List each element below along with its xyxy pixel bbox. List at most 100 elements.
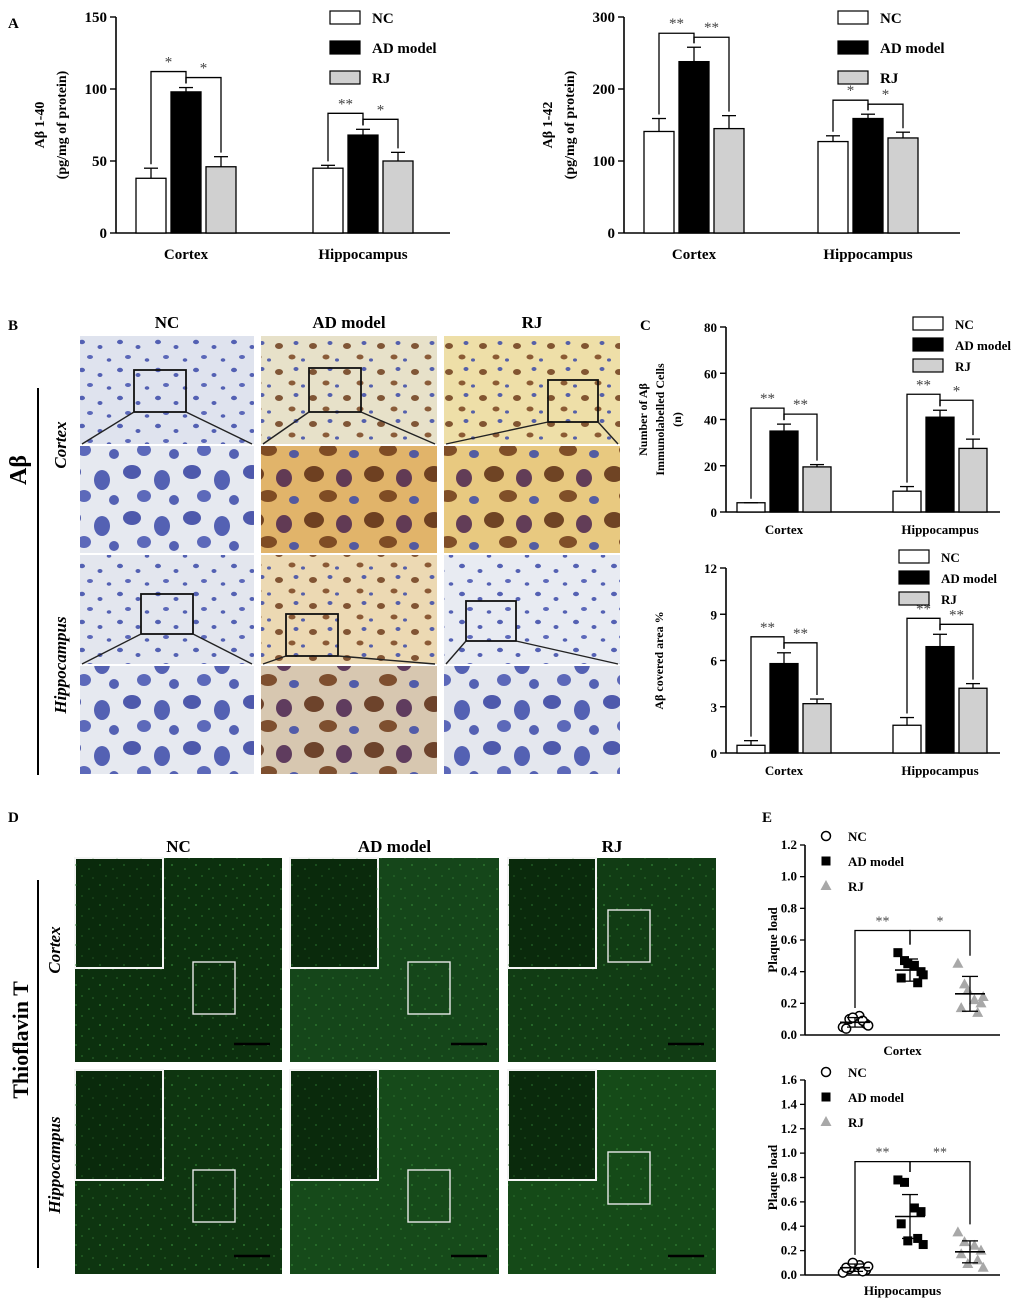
y-axis-label: Number of Aβ bbox=[636, 383, 650, 456]
significance-label: * bbox=[200, 61, 208, 77]
data-point-rj bbox=[977, 991, 989, 1001]
y-tick-label: 1.2 bbox=[781, 1121, 797, 1136]
data-point-nc bbox=[862, 1261, 874, 1272]
significance-bracket bbox=[867, 103, 904, 129]
data-point-ad-model bbox=[909, 1203, 919, 1213]
text-layer: A B C D E NC AD model RJ Aβ Cortex Hippocampus NC AD… bbox=[6, 16, 772, 1268]
y-tick-label: 0.0 bbox=[781, 1267, 797, 1282]
y-tick-label: 6 bbox=[711, 654, 718, 669]
significance-label: ** bbox=[338, 96, 353, 112]
y-axis-label: Plaque load bbox=[765, 1144, 780, 1210]
x-category-label: Hippocampus bbox=[823, 247, 912, 263]
bar-nc bbox=[312, 167, 344, 234]
x-category-label: Hippocampus bbox=[901, 763, 978, 778]
significance-bracket bbox=[939, 623, 974, 680]
y-tick-label: 1.0 bbox=[781, 1145, 797, 1160]
micro-b-column-label: RJ bbox=[522, 313, 543, 332]
legend-swatch-ad bbox=[837, 40, 869, 55]
significance-label: * bbox=[953, 383, 961, 399]
bar-nc bbox=[892, 490, 922, 513]
bar-nc bbox=[643, 130, 675, 234]
data-point-ad-model bbox=[893, 948, 903, 958]
zoom-line bbox=[262, 655, 287, 665]
y-tick-label: 100 bbox=[593, 154, 616, 170]
significance-label: ** bbox=[669, 16, 684, 32]
micro-b-side-label: Aβ bbox=[6, 455, 32, 485]
data-point-ad-model bbox=[821, 1092, 831, 1102]
bar-chart-c1: 0 20 40 60 80 Number of Aβ Immunolabelled Cell… bbox=[636, 316, 1011, 537]
legend-swatch-ad bbox=[912, 337, 944, 352]
y-tick-label: 0.2 bbox=[781, 995, 797, 1010]
data-point-rj bbox=[977, 1261, 989, 1272]
y-tick-label: 12 bbox=[704, 561, 717, 576]
data-point-nc bbox=[840, 1023, 852, 1034]
y-tick-label: 0.8 bbox=[781, 1170, 798, 1185]
zoom-line bbox=[81, 411, 135, 445]
legend-swatch-ad bbox=[898, 570, 930, 585]
inset-texture bbox=[290, 1070, 378, 1180]
legend-swatch-nc bbox=[837, 10, 869, 25]
significance-label: ** bbox=[916, 377, 931, 393]
zoom-box bbox=[407, 961, 451, 1015]
zoom-box bbox=[547, 379, 599, 423]
y-axis-label: (pg/mg of protein) bbox=[55, 70, 70, 179]
x-category-label: Hippocampus bbox=[901, 522, 978, 537]
x-category-label: Cortex bbox=[672, 247, 717, 263]
bar-rj bbox=[713, 127, 745, 234]
y-axis-label: (n) bbox=[670, 412, 684, 427]
bar-ad-model bbox=[769, 662, 799, 754]
bar-rj bbox=[205, 166, 237, 234]
zoom-box bbox=[308, 367, 362, 413]
data-point-rj bbox=[972, 1254, 984, 1265]
legend-label-nc: NC bbox=[848, 1065, 867, 1080]
zoom-line bbox=[262, 411, 310, 445]
micrograph-b-texture bbox=[444, 336, 620, 444]
legend-label-nc: NC bbox=[941, 550, 960, 565]
y-tick-label: 0 bbox=[608, 226, 616, 242]
data-point-nc bbox=[820, 830, 832, 842]
legend-label-nc: NC bbox=[955, 317, 974, 332]
micrograph-b-texture bbox=[80, 336, 254, 444]
legend-swatch-nc bbox=[898, 549, 930, 564]
significance-bracket bbox=[185, 76, 222, 153]
zoom-box bbox=[465, 600, 517, 642]
legend-label-rj: RJ bbox=[372, 71, 391, 87]
micro-b-row-label: Hippocampus bbox=[51, 616, 70, 715]
inset-texture bbox=[508, 1070, 596, 1180]
micro-d-side-label: Thioflavin T bbox=[8, 981, 33, 1099]
y-tick-label: 40 bbox=[704, 413, 717, 428]
data-point-nc bbox=[820, 1066, 832, 1078]
y-tick-label: 1.4 bbox=[781, 1096, 798, 1111]
y-tick-label: 0.4 bbox=[781, 1218, 798, 1233]
bar-rj bbox=[958, 687, 988, 754]
y-axis-label: Immunolabelled Cells bbox=[653, 363, 667, 476]
data-point-nc bbox=[862, 1020, 874, 1031]
y-axis-label: (pg/mg of protein) bbox=[563, 70, 578, 179]
micrograph-b-texture bbox=[261, 555, 437, 664]
bar-chart-a2: 0 100 200 300 Aβ 1-42 (pg/mg of protein) Corte… bbox=[541, 10, 960, 263]
y-tick-label: 50 bbox=[92, 154, 107, 170]
significance-label: * bbox=[937, 915, 944, 930]
significance-label: ** bbox=[949, 607, 964, 623]
legend-label-rj: RJ bbox=[848, 1115, 864, 1130]
micrograph-b-texture bbox=[444, 555, 620, 664]
y-tick-label: 0 bbox=[711, 746, 718, 761]
zoom-line bbox=[597, 421, 619, 445]
y-tick-label: 0.4 bbox=[781, 964, 798, 979]
data-point-rj bbox=[955, 1002, 967, 1013]
data-point-ad-model bbox=[918, 970, 928, 980]
micrograph-b-texture bbox=[80, 446, 254, 553]
significance-label: * bbox=[165, 55, 173, 71]
significance-label: ** bbox=[793, 626, 808, 642]
bar-ad-model bbox=[678, 60, 710, 234]
data-point-rj bbox=[955, 1248, 967, 1259]
bar-ad-model bbox=[170, 91, 202, 234]
zoom-box bbox=[607, 1151, 651, 1205]
legend-swatch-rj bbox=[837, 70, 869, 85]
legend-swatch-rj bbox=[329, 70, 361, 85]
significance-bracket bbox=[693, 36, 730, 112]
legend-label-ad: AD model bbox=[880, 41, 945, 57]
zoom-box bbox=[192, 1169, 236, 1223]
significance-bracket bbox=[939, 399, 974, 436]
